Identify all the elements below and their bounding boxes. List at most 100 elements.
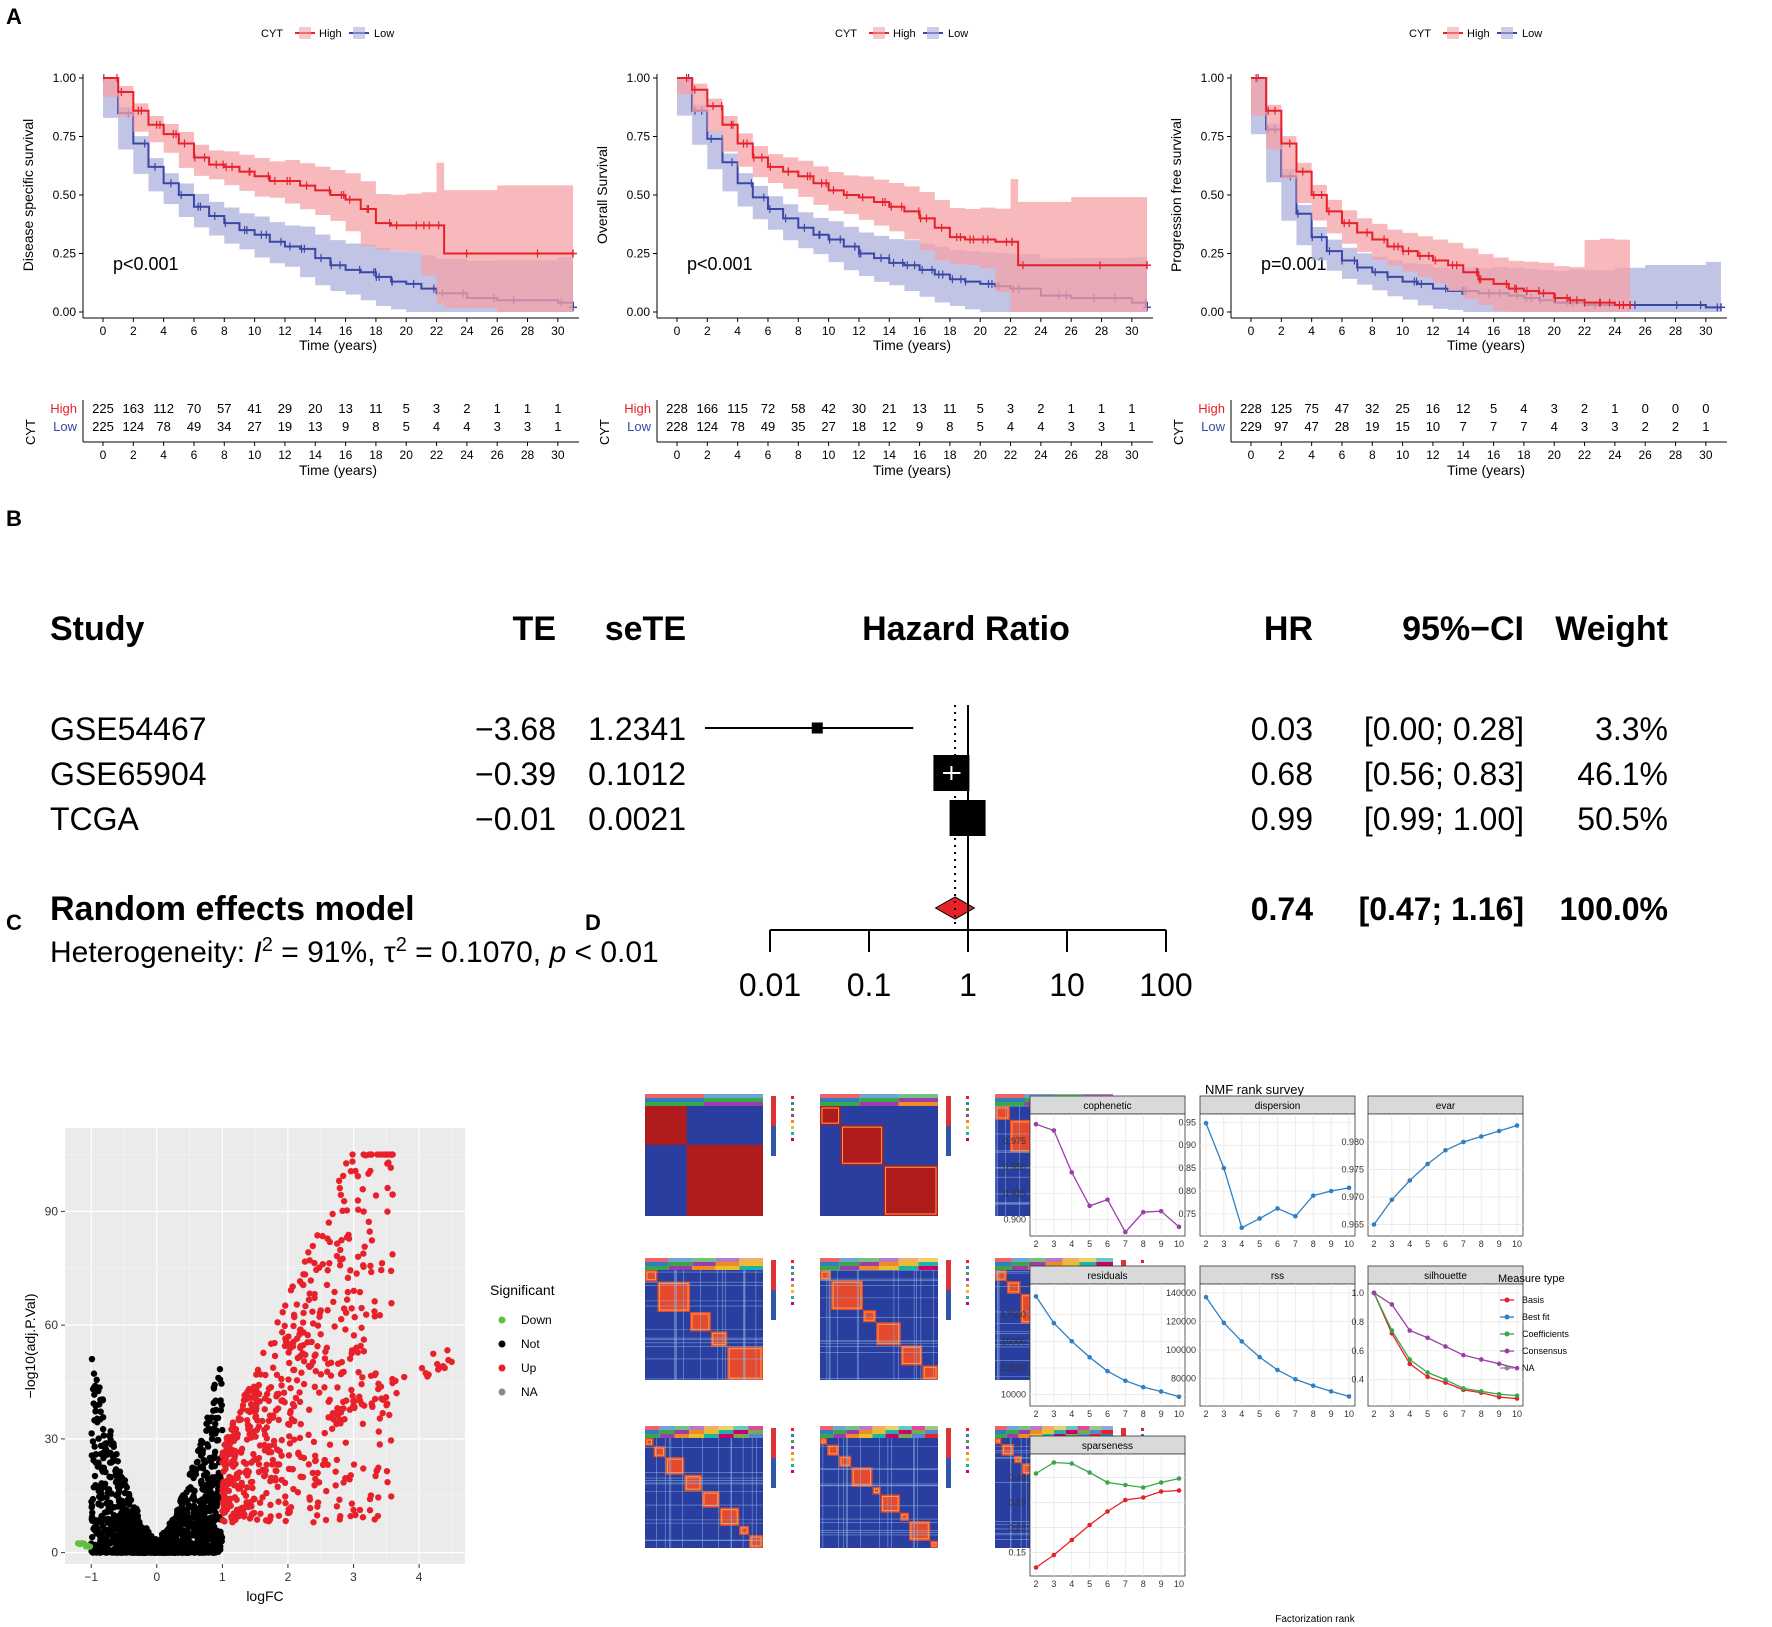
point-up [448, 1358, 455, 1366]
x-tick-label: 30 [1125, 324, 1139, 338]
point-up [430, 1350, 437, 1357]
point-not [161, 1534, 169, 1541]
consensus-block [883, 1165, 938, 1216]
point-up [253, 1426, 261, 1434]
x-tick-label: 4 [160, 324, 167, 338]
point-up [332, 1468, 339, 1475]
x-tick-label: 0 [100, 448, 107, 462]
point-up [270, 1437, 278, 1445]
consensus-map-rank-8 [645, 1426, 794, 1548]
legend-label: NA [521, 1385, 538, 1399]
strata-high: High [50, 401, 77, 416]
point-up [317, 1331, 324, 1338]
annotation-bar [924, 1434, 938, 1438]
strata-high: High [624, 401, 651, 416]
y-tick-label: 0.900 [1003, 1215, 1026, 1225]
x-tick-label: 8 [1369, 324, 1376, 338]
point-not [96, 1401, 103, 1408]
point-not [101, 1451, 108, 1458]
point-not [112, 1467, 119, 1475]
point-up [273, 1446, 281, 1453]
point-up [300, 1309, 307, 1317]
study-weight: 46.1% [1577, 756, 1668, 792]
point-up [219, 1487, 227, 1494]
annotation-bar [995, 1258, 1012, 1262]
y-tick-label: 0.50 [53, 188, 77, 202]
y-tick-label: 0.980 [1341, 1137, 1364, 1147]
annotation-bar [1045, 1262, 1063, 1266]
point-up [271, 1339, 278, 1347]
point-up [384, 1184, 391, 1192]
y-axis-title: Progression free survival [1168, 118, 1184, 272]
legend-title: Measure type [1498, 1273, 1565, 1285]
consensus-block [719, 1507, 740, 1526]
point-up [282, 1517, 289, 1525]
point-up [250, 1509, 258, 1517]
point-up [255, 1381, 263, 1389]
point-up [248, 1478, 256, 1486]
point-not [120, 1533, 128, 1540]
point-up [311, 1482, 318, 1489]
annotation-bar [872, 1430, 886, 1434]
point-up [305, 1249, 312, 1256]
consensus-block [900, 1345, 923, 1366]
point-up [286, 1421, 293, 1429]
point-up [296, 1278, 304, 1285]
annotation-bar [668, 1258, 693, 1262]
ci-band-high [1251, 78, 1631, 312]
point-up [367, 1492, 375, 1499]
point-up [336, 1496, 343, 1503]
risk-low: 124 [696, 419, 718, 434]
annotation-bar [898, 1094, 938, 1098]
x-tick-label: 8 [221, 324, 228, 338]
series-point [1257, 1216, 1262, 1221]
annotation-bar [739, 1262, 763, 1266]
consensus-block [820, 1438, 828, 1445]
legend-swatch [791, 1260, 794, 1263]
header-sete: seTE [605, 610, 686, 648]
point-up [260, 1349, 267, 1357]
risk-high: 0 [1702, 401, 1709, 416]
heterogeneity-part: 2 [396, 934, 407, 956]
point-up [342, 1326, 349, 1333]
point-up [219, 1451, 227, 1458]
study-sete: 0.0021 [588, 801, 686, 837]
point-not [88, 1355, 96, 1363]
study-hr: 0.03 [1251, 711, 1313, 747]
annotation-bar [859, 1262, 879, 1266]
x-tick-label: 10 [822, 448, 836, 462]
panel-label-c: C [6, 910, 22, 935]
point-not [99, 1414, 107, 1421]
nmf-panel-sparseness: sparseness 0.30 0.25 0.20 0.15 2 3 4 5 6 7 8 9 10 [1008, 1435, 1186, 1589]
point-not [144, 1534, 152, 1542]
point-not [105, 1499, 113, 1507]
point-up [296, 1434, 304, 1442]
annotation-bar [659, 1434, 675, 1438]
annotation-bar [674, 1430, 690, 1434]
series-point [1140, 1495, 1146, 1500]
x-tick-label: 8 [1479, 1409, 1484, 1419]
x-tick-label: 5 [1087, 1579, 1092, 1589]
point-up [297, 1473, 304, 1480]
risk-high: 5 [1490, 401, 1497, 416]
annotation-bar [995, 1266, 1012, 1270]
block-edge [840, 1457, 850, 1466]
y-tick-label: 1.00 [627, 71, 651, 85]
header-te: TE [513, 610, 556, 648]
point-up [312, 1351, 319, 1358]
point-up [333, 1503, 341, 1510]
point-not [102, 1540, 110, 1547]
point-up [297, 1420, 304, 1428]
risk-high: 3 [433, 401, 440, 416]
point-not [186, 1547, 193, 1555]
point-up [321, 1456, 328, 1464]
point-not [189, 1464, 196, 1471]
point-up [306, 1257, 313, 1264]
point-not [206, 1507, 214, 1515]
x-tick-label: 18 [369, 324, 383, 338]
point-up [310, 1438, 318, 1446]
x-tick-label: 26 [1639, 324, 1653, 338]
annotation-bar [674, 1434, 690, 1438]
annotation-bar [846, 1430, 860, 1434]
x-tick-label: 2 [1033, 1409, 1038, 1419]
